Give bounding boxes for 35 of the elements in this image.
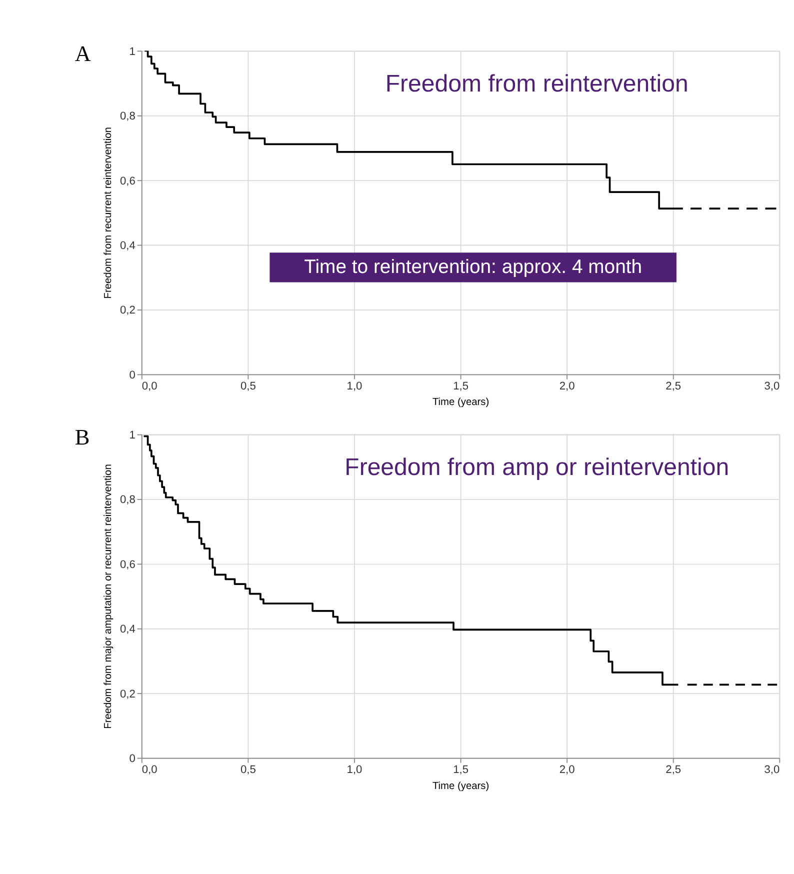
- text: Freedom from amp or reintervention: [344, 454, 730, 481]
- y-tick-label: 0,8: [120, 494, 136, 506]
- y-tick-label: 0,4: [120, 240, 136, 252]
- x-tick-label: 0,0: [142, 764, 158, 776]
- y-tick-label: 0,4: [120, 624, 136, 636]
- y-tick-label: 0,2: [120, 688, 136, 700]
- y-tick-label: 0,8: [120, 110, 136, 123]
- text: Freedom from reintervention: [385, 70, 688, 98]
- x-tick-label: 1,0: [346, 764, 362, 776]
- y-axis-title: Freedom from major amputation or recurrent reintervention: [102, 464, 114, 729]
- x-tick-label: 1,0: [346, 380, 362, 392]
- x-tick-label: 2,5: [666, 380, 682, 392]
- y-tick-label: 1: [129, 46, 136, 58]
- x-tick-label: 2,0: [559, 380, 575, 392]
- y-tick-label: 0,2: [120, 304, 136, 317]
- x-tick-label: 0,0: [142, 380, 158, 392]
- y-axis-title: Freedom from recurrent reintervention: [102, 127, 114, 299]
- y-tick-label: 0: [129, 752, 136, 765]
- x-tick-label: 0,5: [240, 380, 256, 392]
- text: B: [74, 424, 90, 450]
- x-tick-label: 0,5: [240, 764, 256, 776]
- annotation: Time to reintervention: approx. 4 month: [304, 256, 642, 278]
- y-tick-label: 1: [129, 429, 136, 442]
- x-tick-label: 2,5: [666, 764, 682, 776]
- x-tick-label: 3,0: [764, 764, 780, 776]
- x-tick-label: 1,5: [453, 764, 468, 776]
- y-tick-label: 0: [129, 369, 136, 382]
- x-tick-label: 1,5: [453, 380, 468, 392]
- x-axis-title: Time (years): [432, 397, 490, 408]
- text: A: [74, 40, 91, 66]
- x-tick-label: 3,0: [764, 380, 780, 392]
- x-axis-title: Time (years): [432, 780, 490, 792]
- x-tick-label: 2,0: [559, 764, 575, 776]
- y-tick-label: 0,6: [120, 175, 136, 188]
- y-tick-label: 0,6: [120, 558, 136, 571]
